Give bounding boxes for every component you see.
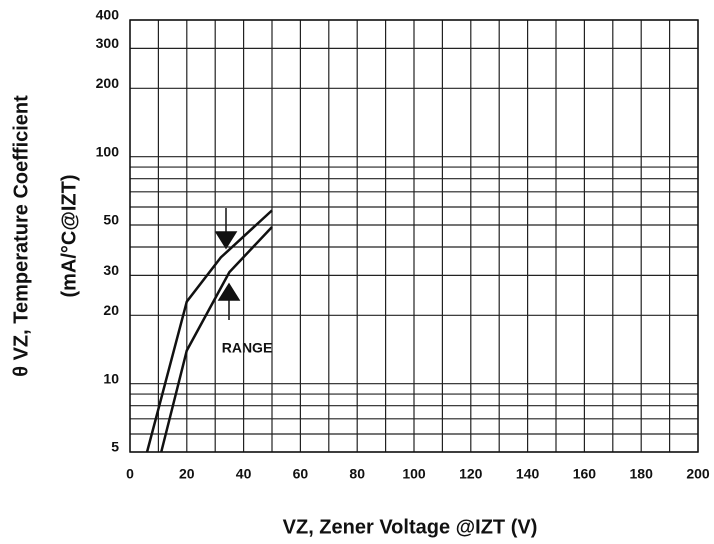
x-tick-label: 200 <box>686 466 710 482</box>
y-tick-label: 200 <box>96 75 120 91</box>
x-tick-label: 40 <box>236 466 252 482</box>
x-tick-label: 0 <box>126 466 134 482</box>
x-tick-label: 120 <box>459 466 483 482</box>
x-axis-label: VZ, Zener Voltage @IZT (V) <box>283 516 538 538</box>
y-tick-label: 100 <box>96 143 120 159</box>
line <box>160 226 273 453</box>
y-tick-label: 50 <box>103 212 119 228</box>
y-tick-label: 30 <box>103 262 119 278</box>
y-tick-label: 20 <box>103 302 119 318</box>
y-tick-label: 10 <box>103 370 119 386</box>
y-tick-label: 300 <box>96 35 120 51</box>
x-tick-label: 140 <box>516 466 540 482</box>
x-tick-label: 80 <box>349 466 365 482</box>
arrow-down <box>214 208 238 250</box>
y-tick-label: 5 <box>111 439 119 455</box>
y-axis-label: θ VZ, Temperature Coefficient <box>10 95 32 377</box>
x-tick-label: 60 <box>293 466 309 482</box>
x-tick-label: 20 <box>179 466 195 482</box>
arrow-up <box>217 282 241 320</box>
y-axis-label: (mA/°C@IZT) <box>58 174 80 297</box>
plot-frame <box>129 19 699 453</box>
x-tick-label: 100 <box>402 466 426 482</box>
y-tick-label: 400 <box>96 7 120 23</box>
x-tick-label: 180 <box>630 466 654 482</box>
x-tick-label: 160 <box>573 466 597 482</box>
line <box>145 209 273 453</box>
annotation: RANGE <box>222 340 273 356</box>
